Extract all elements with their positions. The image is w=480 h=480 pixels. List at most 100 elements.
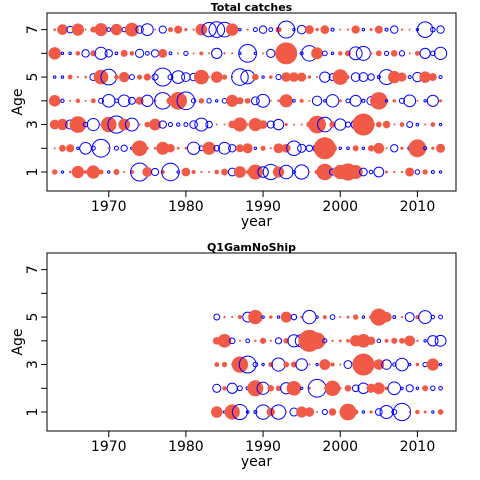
positive-residual-point [384, 386, 389, 391]
positive-residual-point [198, 98, 205, 104]
positive-residual-point [202, 141, 216, 155]
x-tick-label: 2000 [322, 439, 358, 455]
positive-residual-point [351, 25, 360, 34]
negative-residual-point [348, 46, 363, 61]
positive-residual-point [208, 52, 211, 55]
negative-residual-point [266, 48, 276, 58]
negative-residual-point [299, 386, 304, 390]
positive-residual-point [275, 385, 282, 392]
positive-residual-point [439, 99, 443, 103]
positive-residual-point [297, 72, 307, 82]
positive-residual-point [231, 52, 234, 55]
positive-residual-point [272, 166, 285, 178]
negative-residual-point [226, 382, 238, 394]
positive-residual-point [304, 407, 315, 417]
negative-residual-point [167, 122, 174, 128]
positive-residual-point [437, 409, 444, 415]
negative-residual-point [338, 146, 342, 150]
negative-residual-point [134, 48, 145, 58]
negative-residual-point [292, 27, 296, 32]
positive-residual-point [279, 94, 293, 108]
x-tick-label: 1970 [91, 439, 127, 455]
negative-residual-point [330, 51, 335, 56]
negative-residual-point [368, 169, 374, 175]
x-tick-label: 1990 [245, 439, 281, 455]
positive-residual-point [90, 98, 96, 104]
positive-residual-point [296, 406, 308, 418]
negative-residual-point [415, 386, 420, 390]
positive-residual-point [238, 339, 241, 342]
positive-residual-point [86, 165, 100, 179]
negative-residual-point [221, 97, 228, 104]
positive-residual-point [223, 123, 226, 126]
negative-residual-point [430, 385, 436, 391]
positive-residual-point [84, 75, 87, 79]
positive-residual-point [415, 409, 420, 415]
negative-residual-point [345, 98, 351, 104]
positive-residual-point [123, 170, 126, 174]
positive-residual-point [400, 28, 404, 31]
negative-residual-point [252, 361, 259, 368]
negative-residual-point [361, 315, 366, 319]
negative-residual-point [416, 21, 434, 38]
negative-residual-point [176, 122, 181, 127]
negative-residual-point [98, 97, 104, 104]
negative-residual-point [436, 25, 445, 34]
positive-residual-point [366, 336, 376, 346]
negative-residual-point [349, 94, 362, 107]
negative-residual-point [253, 51, 258, 56]
negative-residual-point [206, 98, 212, 104]
positive-residual-point [247, 380, 264, 397]
negative-residual-point [292, 170, 296, 174]
negative-residual-point [231, 403, 248, 421]
negative-residual-point [208, 21, 226, 38]
negative-residual-point [407, 75, 412, 80]
negative-residual-point [106, 27, 112, 33]
negative-residual-point [431, 410, 435, 414]
positive-residual-point [269, 339, 272, 342]
negative-residual-point [272, 118, 285, 131]
negative-residual-point [76, 146, 80, 150]
positive-residual-point [408, 139, 427, 158]
x-tick-label: 2010 [400, 199, 436, 215]
positive-residual-point [118, 71, 130, 83]
positive-residual-point [53, 28, 56, 31]
positive-residual-point [352, 353, 375, 376]
negative-residual-point [376, 338, 382, 344]
positive-residual-point [367, 145, 375, 152]
positive-residual-point [353, 314, 359, 320]
negative-residual-point [438, 314, 443, 320]
positive-residual-point [200, 170, 203, 174]
positive-residual-point [329, 121, 336, 128]
x-axis-label: year [241, 454, 272, 470]
positive-residual-point [231, 316, 234, 319]
negative-residual-point [141, 94, 154, 107]
positive-residual-point [223, 52, 226, 55]
negative-residual-point [238, 27, 242, 32]
negative-residual-point [82, 121, 89, 128]
positive-residual-point [348, 165, 363, 180]
negative-residual-point [329, 314, 336, 320]
positive-residual-point [283, 361, 290, 368]
positive-residual-point [277, 99, 280, 103]
positive-residual-point [352, 113, 375, 136]
positive-residual-point [248, 117, 262, 132]
positive-residual-point [184, 27, 188, 32]
positive-residual-point [259, 337, 267, 344]
positive-residual-point [285, 411, 288, 414]
positive-residual-point [98, 169, 104, 175]
positive-residual-point [391, 337, 398, 344]
positive-residual-point [328, 408, 337, 416]
negative-residual-point [140, 23, 154, 36]
positive-residual-point [289, 72, 299, 82]
negative-residual-point [438, 362, 443, 367]
positive-residual-point [399, 122, 405, 127]
positive-residual-point [156, 141, 170, 155]
y-tick-label: 5 [25, 313, 41, 322]
negative-residual-point [405, 384, 414, 393]
positive-residual-point [319, 359, 331, 370]
positive-residual-point [286, 380, 302, 396]
positive-residual-point [226, 23, 239, 36]
negative-residual-point [205, 120, 213, 129]
positive-residual-point [338, 51, 343, 56]
